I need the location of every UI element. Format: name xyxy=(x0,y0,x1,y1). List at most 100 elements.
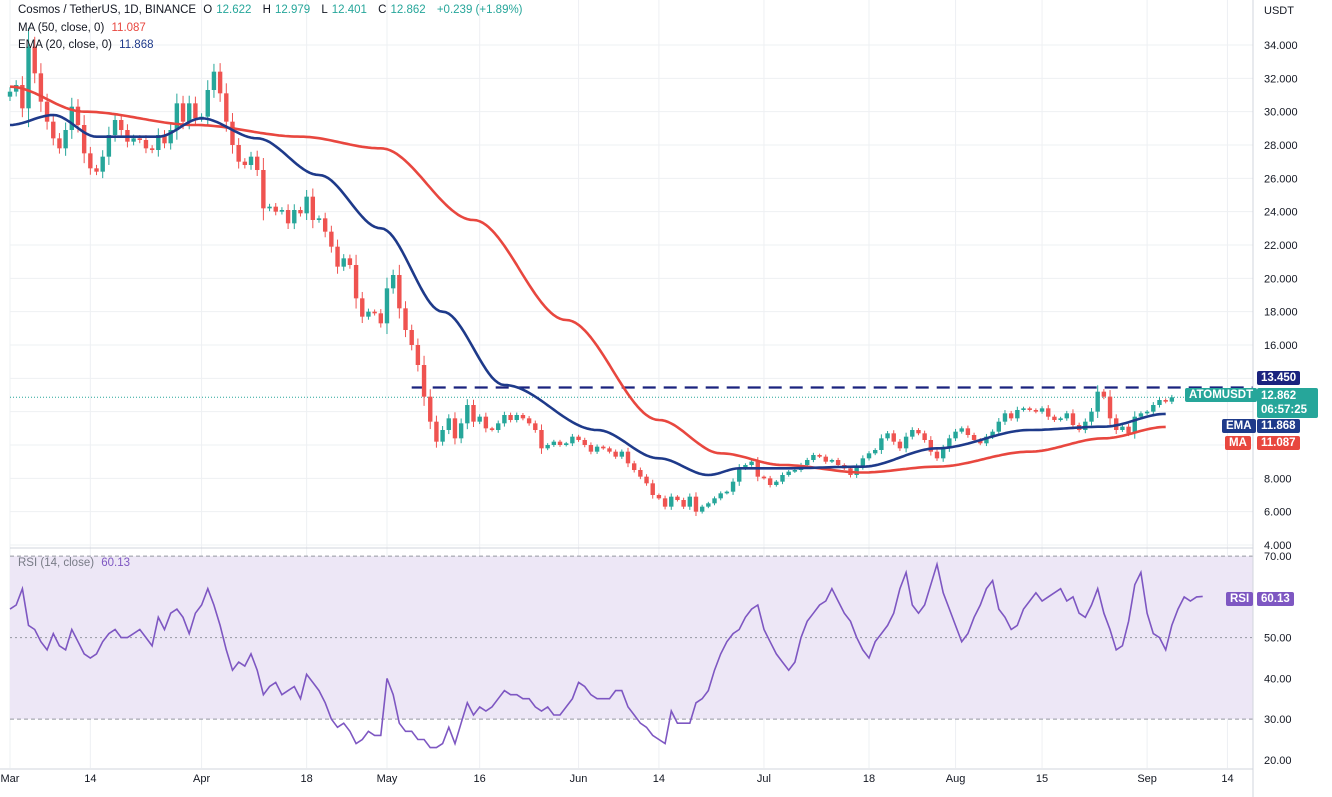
candle-body xyxy=(514,415,519,420)
candle xyxy=(1157,397,1162,408)
candle-body xyxy=(928,440,934,452)
candle-body xyxy=(20,85,25,109)
candle-body xyxy=(990,431,995,437)
candle-body xyxy=(947,438,952,449)
candle-body xyxy=(149,148,155,150)
candle xyxy=(520,413,526,421)
ema-legend[interactable]: EMA (20, close, 0) 11.868 xyxy=(18,39,158,51)
time-tick-label: 18 xyxy=(301,773,313,785)
candle xyxy=(403,301,408,338)
ma-line xyxy=(9,85,1166,474)
candle-body xyxy=(650,483,655,495)
candle xyxy=(421,355,427,406)
candle xyxy=(625,447,631,468)
time-tick-label: 15 xyxy=(1036,773,1048,785)
candle xyxy=(928,436,934,456)
candle-body xyxy=(965,428,971,435)
candle xyxy=(94,164,99,176)
candle xyxy=(699,504,705,514)
candle-body xyxy=(984,436,989,444)
candle-body xyxy=(539,430,544,449)
candle-body xyxy=(353,265,359,299)
candle xyxy=(811,452,816,463)
candle-body xyxy=(607,448,612,452)
candle xyxy=(446,414,451,435)
candle xyxy=(1021,406,1026,412)
candle xyxy=(873,448,878,456)
candle xyxy=(693,492,699,517)
candle xyxy=(1052,414,1057,422)
ma-layer xyxy=(9,85,1166,474)
candle-body xyxy=(681,500,686,507)
candle-body xyxy=(248,156,254,165)
candle xyxy=(489,426,495,432)
candle-body xyxy=(959,428,964,432)
candle xyxy=(267,203,272,212)
price-tick-label: 28.000 xyxy=(1264,140,1298,152)
candle-body xyxy=(428,396,433,422)
candle xyxy=(662,495,668,510)
candle xyxy=(780,472,785,485)
candle xyxy=(483,412,489,433)
candle-body xyxy=(1008,413,1014,419)
candle xyxy=(1144,410,1150,415)
candle-body xyxy=(638,470,643,477)
candle-body xyxy=(823,456,828,462)
candle xyxy=(63,122,68,156)
candle xyxy=(1132,411,1137,439)
price-tick-label: 6.000 xyxy=(1264,507,1292,519)
candle xyxy=(1002,410,1008,425)
candle-body xyxy=(366,311,371,317)
candle xyxy=(106,126,112,165)
candle-body xyxy=(477,416,482,422)
candle-body xyxy=(978,440,983,444)
candle xyxy=(1064,410,1069,421)
candle xyxy=(20,76,25,118)
candle-body xyxy=(669,496,674,507)
candle-body xyxy=(1144,411,1150,414)
candle-body xyxy=(483,416,489,429)
candle-body xyxy=(255,156,260,170)
candle xyxy=(384,277,390,335)
candle xyxy=(1169,394,1175,405)
symbol-legend: Cosmos / TetherUS, 1D, BINANCE O 12.622 H… xyxy=(18,4,527,16)
candle-body xyxy=(360,298,365,317)
candle-body xyxy=(162,135,167,144)
time-tick-label: Apr xyxy=(193,773,210,785)
candle xyxy=(1151,402,1156,415)
time-tick-label: 14 xyxy=(653,773,665,785)
candle-body xyxy=(193,103,198,119)
candle xyxy=(69,97,74,139)
candle-body xyxy=(594,446,600,452)
candle-body xyxy=(38,73,44,102)
candle xyxy=(1070,409,1076,430)
candle xyxy=(273,203,278,216)
candle xyxy=(1015,406,1020,422)
candle-body xyxy=(57,138,62,149)
candle xyxy=(255,150,260,176)
rsi-legend[interactable]: RSI (14, close) 60.13 xyxy=(18,557,134,569)
candle xyxy=(51,114,56,146)
candle xyxy=(551,439,557,447)
candle xyxy=(292,204,297,230)
candle xyxy=(687,493,692,510)
candle-body xyxy=(1021,408,1026,410)
candle-body xyxy=(1039,408,1045,412)
candle xyxy=(353,254,359,309)
candle-body xyxy=(644,476,649,484)
time-axis[interactable]: Mar 14 Apr 18 May 16 Jun 14 Jul 18 Aug 15 Sep 14 xyxy=(0,768,1253,785)
candle xyxy=(1089,407,1094,426)
ma-legend[interactable]: MA (50, close, 0) 11.087 xyxy=(18,22,150,34)
candle-body xyxy=(693,496,699,512)
candle xyxy=(1120,424,1125,432)
ema-legend-value: 11.868 xyxy=(119,39,154,51)
candle-body xyxy=(224,93,229,122)
candle-body xyxy=(100,156,105,172)
candle xyxy=(26,27,31,128)
candle xyxy=(570,433,575,447)
low-value: 12.401 xyxy=(331,4,367,16)
candle-body xyxy=(786,471,791,475)
candle-body xyxy=(1064,413,1069,419)
